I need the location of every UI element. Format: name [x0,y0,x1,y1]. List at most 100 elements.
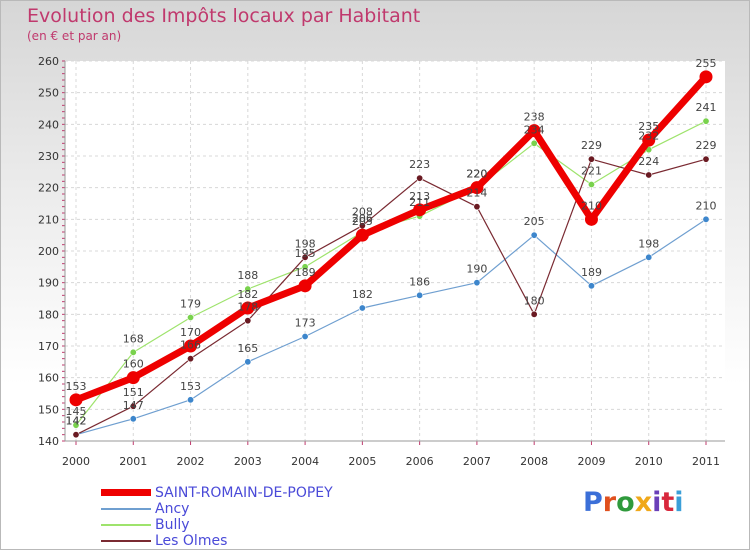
x-tick-label: 2011 [692,455,720,468]
data-point-ancy [129,415,137,423]
y-tick-label: 240 [38,118,59,131]
data-point-saint-romain-de-popey [699,70,713,84]
logo-letter: o [616,487,635,518]
data-label-ancy: 198 [638,237,659,250]
y-tick-label: 180 [38,308,59,321]
data-label-les-olmes: 180 [524,294,545,307]
data-point-bully [530,139,538,147]
data-point-les-olmes [72,431,80,439]
data-point-bully [301,263,309,271]
data-label-ancy: 173 [295,317,316,330]
x-tick-label: 2007 [463,455,491,468]
data-point-les-olmes [244,317,252,325]
data-label-bully: 188 [237,269,258,282]
data-label-ancy: 165 [237,342,258,355]
data-point-saint-romain-de-popey [470,181,484,195]
y-tick-label: 250 [38,87,59,100]
data-point-les-olmes [702,155,710,163]
y-tick-label: 230 [38,150,59,163]
data-point-saint-romain-de-popey [642,133,656,147]
data-point-ancy [244,358,252,366]
legend-label-ancy: Ancy [155,501,190,517]
data-label-les-olmes: 224 [638,155,659,168]
data-label-bully: 221 [581,165,602,178]
x-tick-label: 2001 [119,455,147,468]
data-label-les-olmes: 214 [466,187,487,200]
data-point-saint-romain-de-popey [298,279,312,293]
data-point-bully [72,421,80,429]
data-label-les-olmes: 223 [409,158,430,171]
data-point-les-olmes [129,402,137,410]
x-tick-label: 2003 [234,455,262,468]
data-label-saint-romain-de-popey: 255 [696,57,717,70]
x-tick-label: 2002 [177,455,205,468]
x-tick-label: 2000 [62,455,90,468]
data-point-saint-romain-de-popey [584,212,598,226]
y-tick-label: 170 [38,340,59,353]
data-point-ancy [530,231,538,239]
data-point-ancy [473,279,481,287]
data-point-les-olmes [416,174,424,182]
data-label-ancy: 153 [180,380,201,393]
data-label-les-olmes: 142 [66,415,87,428]
data-label-les-olmes: 166 [180,339,201,352]
series-line-saint-romain-de-popey [74,74,709,404]
data-point-bully [187,313,195,321]
y-tick-label: 150 [38,403,59,416]
data-label-les-olmes: 198 [295,237,316,250]
data-point-bully [587,181,595,189]
data-label-les-olmes: 208 [352,206,373,219]
data-label-bully: 220 [466,168,487,181]
data-label-saint-romain-de-popey: 205 [352,215,373,228]
proxiti-logo: Proxiti [583,487,684,518]
data-point-ancy [187,396,195,404]
data-label-saint-romain-de-popey: 238 [524,111,545,124]
data-point-ancy [416,291,424,299]
data-label-bully: 168 [123,332,144,345]
data-label-ancy: 186 [409,275,430,288]
legend-label-bully: Bully [155,517,190,533]
data-point-les-olmes [587,155,595,163]
logo-letter: P [583,487,603,518]
x-tick-label: 2009 [577,455,605,468]
x-tick-label: 2006 [406,455,434,468]
legend-swatch-les-olmes [101,540,151,542]
data-point-saint-romain-de-popey [355,228,369,242]
y-tick-label: 220 [38,182,59,195]
data-point-saint-romain-de-popey [126,371,140,385]
x-tick-label: 2004 [291,455,319,468]
data-label-les-olmes: 229 [581,139,602,152]
logo-letter: r [602,487,617,518]
data-label-bully: 232 [638,130,659,143]
data-label-bully: 241 [696,101,717,114]
data-label-les-olmes: 178 [237,301,258,314]
x-tick-label: 2008 [520,455,548,468]
data-label-saint-romain-de-popey: 182 [237,288,258,301]
data-label-saint-romain-de-popey: 220 [466,168,487,181]
data-point-ancy [587,282,595,290]
data-label-bully: 211 [409,196,430,209]
legend-label-saint-romain: SAINT-ROMAIN-DE-POPEY [155,485,333,501]
data-point-saint-romain-de-popey [69,393,83,407]
data-point-ancy [645,253,653,261]
data-label-les-olmes: 229 [696,139,717,152]
legend-swatch-bully [101,524,151,526]
logo-letter: t [661,487,675,518]
data-label-ancy: 147 [123,399,144,412]
data-label-ancy: 210 [696,199,717,212]
data-point-bully [244,285,252,293]
series-line-ancy [75,218,707,436]
data-label-saint-romain-de-popey: 170 [180,326,201,339]
data-label-saint-romain-de-popey: 210 [581,199,602,212]
legend-label-les-olmes: Les Olmes [155,533,228,549]
data-label-saint-romain-de-popey: 213 [409,190,430,203]
series-line-les-olmes [75,158,707,436]
data-label-saint-romain-de-popey: 160 [123,358,144,371]
data-point-ancy [702,215,710,223]
y-tick-label: 140 [38,435,59,448]
data-label-les-olmes: 151 [123,386,144,399]
data-point-ancy [301,332,309,340]
data-label-bully: 206 [352,212,373,225]
